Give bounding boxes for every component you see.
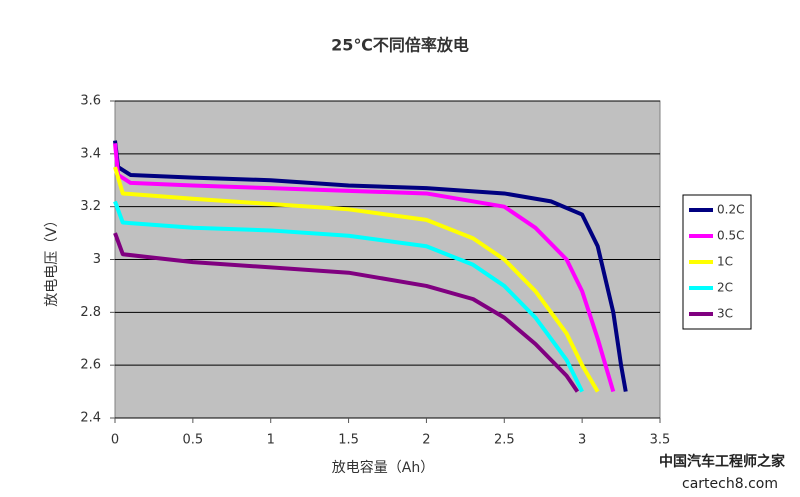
y-tick-label: 2.8 [80, 305, 101, 320]
legend-label: 0.5C [717, 229, 744, 243]
x-tick-label: 1 [267, 433, 275, 448]
series-line [113, 143, 616, 393]
x-tick-label: 3 [578, 433, 586, 448]
y-tick-label: 2.4 [80, 411, 101, 426]
watermark: cartech8.com [682, 476, 778, 492]
x-axis-label: 放电容量（Ah） [332, 459, 434, 476]
y-axis-label: 放电电压（V） [44, 213, 60, 307]
y-tick-label: 3.6 [80, 94, 101, 109]
y-tick-label: 3 [93, 252, 101, 267]
y-tick-label: 3.2 [80, 199, 101, 214]
x-tick-label: 2 [422, 433, 430, 448]
series-line [113, 200, 584, 393]
x-tick-label: 1.5 [338, 433, 359, 448]
series-line [113, 140, 628, 392]
x-tick-label: 0 [111, 433, 119, 448]
series-line [113, 166, 600, 393]
legend-label: 2C [717, 281, 733, 295]
x-tick-label: 2.5 [494, 433, 515, 448]
watermark: 中国汽车工程师之家 [659, 453, 786, 470]
legend-label: 0.2C [717, 203, 744, 217]
legend-label: 1C [717, 255, 733, 269]
series-line [113, 232, 580, 393]
x-tick-label: 0.5 [183, 433, 204, 448]
x-tick-label: 3.5 [650, 433, 671, 448]
y-tick-label: 2.6 [80, 358, 101, 373]
chart-title: 25℃不同倍率放电 [331, 36, 469, 55]
y-tick-label: 3.4 [80, 146, 101, 161]
legend-label: 3C [717, 307, 733, 321]
